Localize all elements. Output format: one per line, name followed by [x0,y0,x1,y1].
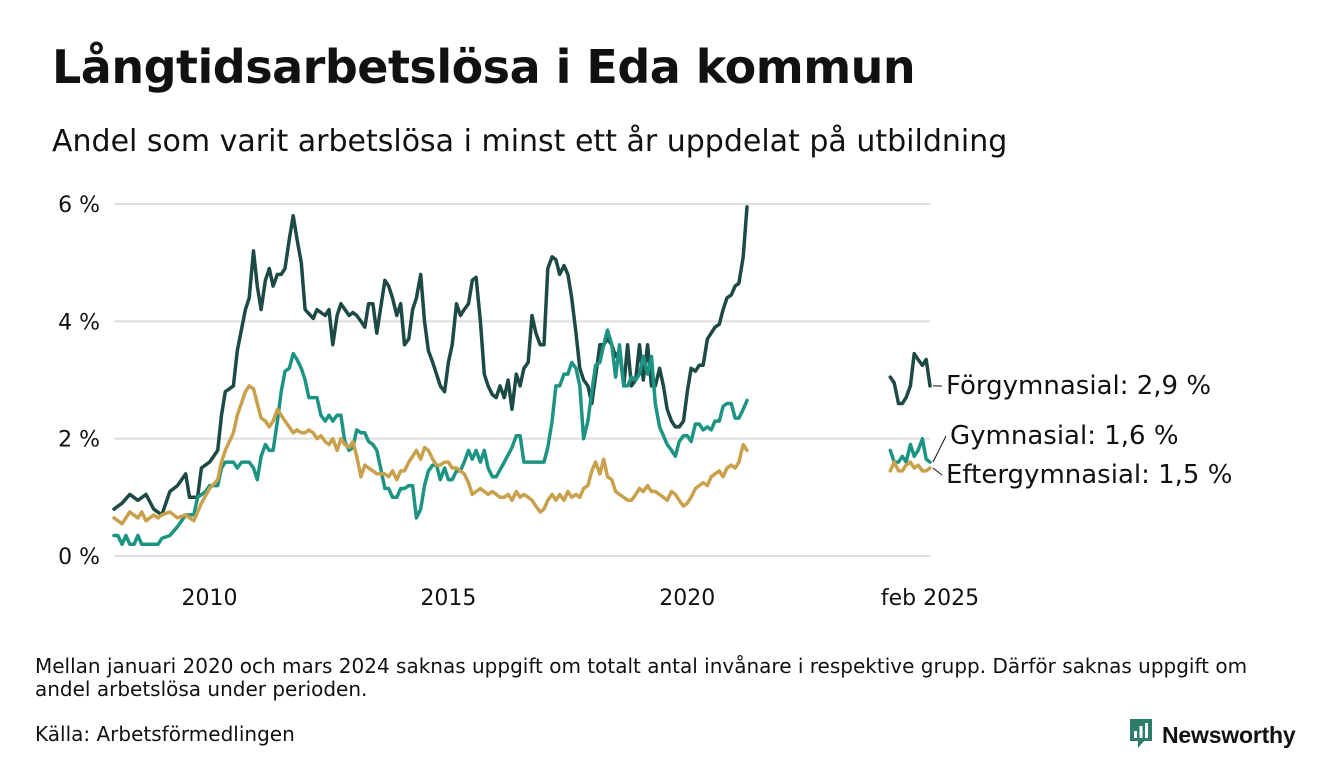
newsworthy-logo[interactable]: Newsworthy [1128,717,1296,753]
series-line-gymnasial [888,436,932,464]
newsworthy-chart-icon [1128,717,1154,753]
series-label-gymnasial: Gymnasial: 1,6 % [950,421,1179,451]
series-line-eftergymnasial [888,460,932,473]
series-lines [112,205,932,547]
x-tick-label: feb 2025 [881,586,979,611]
y-tick-label: 0 % [58,545,100,570]
footnote: Mellan januari 2020 och mars 2024 saknas… [35,654,1248,701]
label-leader-line [932,435,947,463]
chart-title: Långtidsarbetslösa i Eda kommun [52,40,916,94]
series-line-eftergymnasial [112,384,749,526]
source-text: Källa: Arbetsförmedlingen [35,722,295,746]
x-tick-label: 2020 [659,586,715,611]
axes: 0 % 2 % 4 % 6 % 2010 2015 2020 feb 2025 [58,193,979,611]
x-tick-label: 2010 [182,586,238,611]
series-labels: Förgymnasial: 2,9 % Gymnasial: 1,6 % Efter… [932,371,1232,490]
series-label-eftergymnasial: Eftergymnasial: 1,5 % [946,460,1232,490]
y-tick-label: 2 % [58,428,100,453]
series-label-förgymnasial: Förgymnasial: 2,9 % [946,371,1211,401]
label-leader-line [932,467,943,476]
series-line-förgymnasial [888,351,932,406]
series-line-gymnasial [112,328,749,547]
x-tick-label: 2015 [420,586,476,611]
y-tick-label: 4 % [58,310,100,335]
grid-lines [114,203,930,557]
brand-name: Newsworthy [1162,721,1296,748]
line-chart: 0 % 2 % 4 % 6 % 2010 2015 2020 feb 2025 Förgymn… [58,193,1232,611]
y-tick-label: 6 % [58,193,100,218]
chart-subtitle: Andel som varit arbetslösa i minst ett å… [52,124,1008,159]
